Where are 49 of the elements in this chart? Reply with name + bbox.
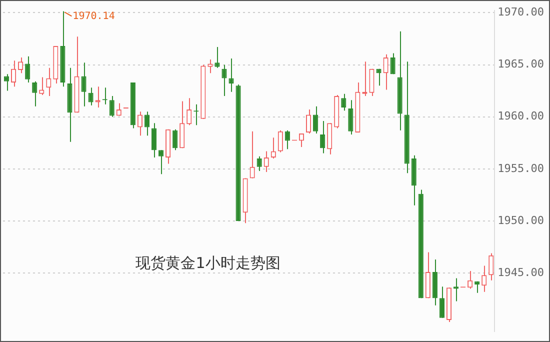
candlestick: [95, 86, 100, 108]
candlestick: [376, 68, 382, 86]
y-tick-label: 1950.00: [498, 214, 544, 227]
candlestick: [214, 46, 220, 68]
candlestick: [186, 98, 192, 126]
candlestick: [228, 58, 234, 92]
candlestick: [383, 54, 388, 90]
y-tick-label: 1955.00: [498, 162, 544, 175]
candlestick: [180, 100, 185, 149]
y-tick-label: 1945.00: [498, 266, 544, 279]
candlestick: [208, 59, 213, 74]
candlestick: [4, 74, 10, 92]
candlestick: [88, 87, 94, 106]
candlestick: [488, 252, 494, 281]
candlestick: [250, 130, 255, 179]
candlestick: [341, 93, 346, 112]
candlestick: [158, 150, 164, 175]
candlestick: [116, 102, 122, 116]
candlestick: [81, 62, 86, 107]
candlestick: [32, 80, 38, 107]
candlestick: [172, 128, 178, 151]
candlestick: [46, 67, 52, 97]
annotation: 1970.14: [72, 10, 115, 22]
candlestick: [284, 130, 290, 150]
candlestick: [256, 156, 262, 172]
candlestick: [25, 56, 30, 83]
candlestick: [320, 120, 326, 154]
candlestick: [264, 150, 269, 173]
candlestick: [151, 122, 157, 158]
candlestick: [390, 52, 396, 75]
candlestick: [144, 111, 150, 136]
candlestick: [348, 100, 354, 136]
candlestick: [109, 96, 114, 118]
candlestick: [482, 265, 487, 292]
candlestick: [306, 109, 312, 134]
candlestick: [369, 68, 374, 97]
candlestick: [278, 130, 283, 153]
candlestick: [222, 64, 227, 97]
candlestick: [137, 111, 142, 136]
y-tick-label: 1960.00: [498, 110, 544, 123]
candlestick: [439, 286, 444, 318]
candlestick: [468, 270, 473, 290]
y-tick-label: 1970.00: [498, 6, 544, 19]
candlestick: [11, 60, 16, 88]
candlestick: [313, 106, 318, 134]
candlestick: [270, 137, 276, 159]
annotation: 现货黄金1小时走势图: [136, 254, 280, 272]
y-tick-label: 1965.00: [498, 58, 544, 71]
candlestick: [39, 76, 44, 96]
